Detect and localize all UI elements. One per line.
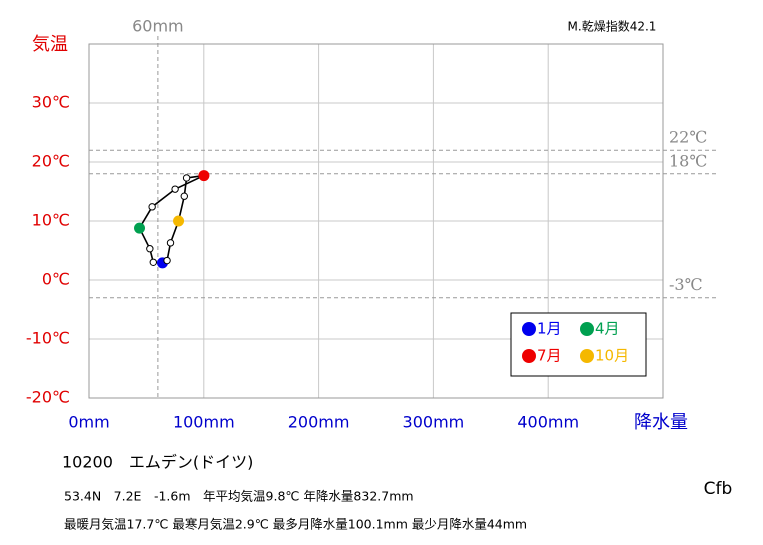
legend-swatch [522,349,536,363]
reference-label: 22℃ [669,128,707,147]
y-tick-label: -20℃ [26,388,70,407]
info-line: 53.4N 7.2E -1.6m 年平均気温9.8℃ 年降水量832.7mm [64,489,414,504]
station-title: 10200 エムデン(ドイツ) [62,453,253,472]
climate-class: Cfb [704,479,733,499]
legend-box [510,312,647,377]
x-tick-label: 100mm [173,413,235,432]
month-point [146,245,154,253]
legend-label: 1月 [537,320,562,338]
x-tick-label: 0mm [68,413,109,432]
y-tick-label: 10℃ [32,211,70,230]
y-tick-label: 20℃ [32,152,70,171]
month-point [163,256,171,265]
month-point [171,185,179,193]
month-point [148,203,156,211]
month-marker [173,215,185,227]
month-point [149,258,157,266]
month-marker [134,222,146,234]
reference-label: -3℃ [669,275,702,294]
y-axis-title: 気温 [32,34,68,55]
dryness-index: M.乾燥指数42.1 [568,19,657,34]
reference-label: 18℃ [669,151,707,170]
legend-label: 10月 [595,347,629,365]
y-tick-label: -10℃ [26,329,70,348]
x-axis-title: 降水量 [634,412,688,433]
legend-swatch [522,322,536,336]
plot-frame [88,43,664,399]
x-tick-label: 200mm [288,413,350,432]
legend-swatch [580,349,594,363]
month-point [166,239,175,247]
y-tick-label: 30℃ [32,93,70,112]
month-point [180,192,188,200]
x-tick-label: 300mm [403,413,465,432]
legend-label: 7月 [537,347,562,365]
legend-swatch [580,322,594,336]
info-line: 最暖月気温17.7℃ 最寒月気温2.9℃ 最多月降水量100.1mm 最少月降水… [64,517,527,532]
legend-label: 4月 [595,320,620,338]
month-marker [198,170,210,182]
month-point [182,174,191,182]
y-tick-label: 0℃ [42,270,70,289]
reference-label: 60mm [132,17,184,36]
x-tick-label: 400mm [517,413,579,432]
